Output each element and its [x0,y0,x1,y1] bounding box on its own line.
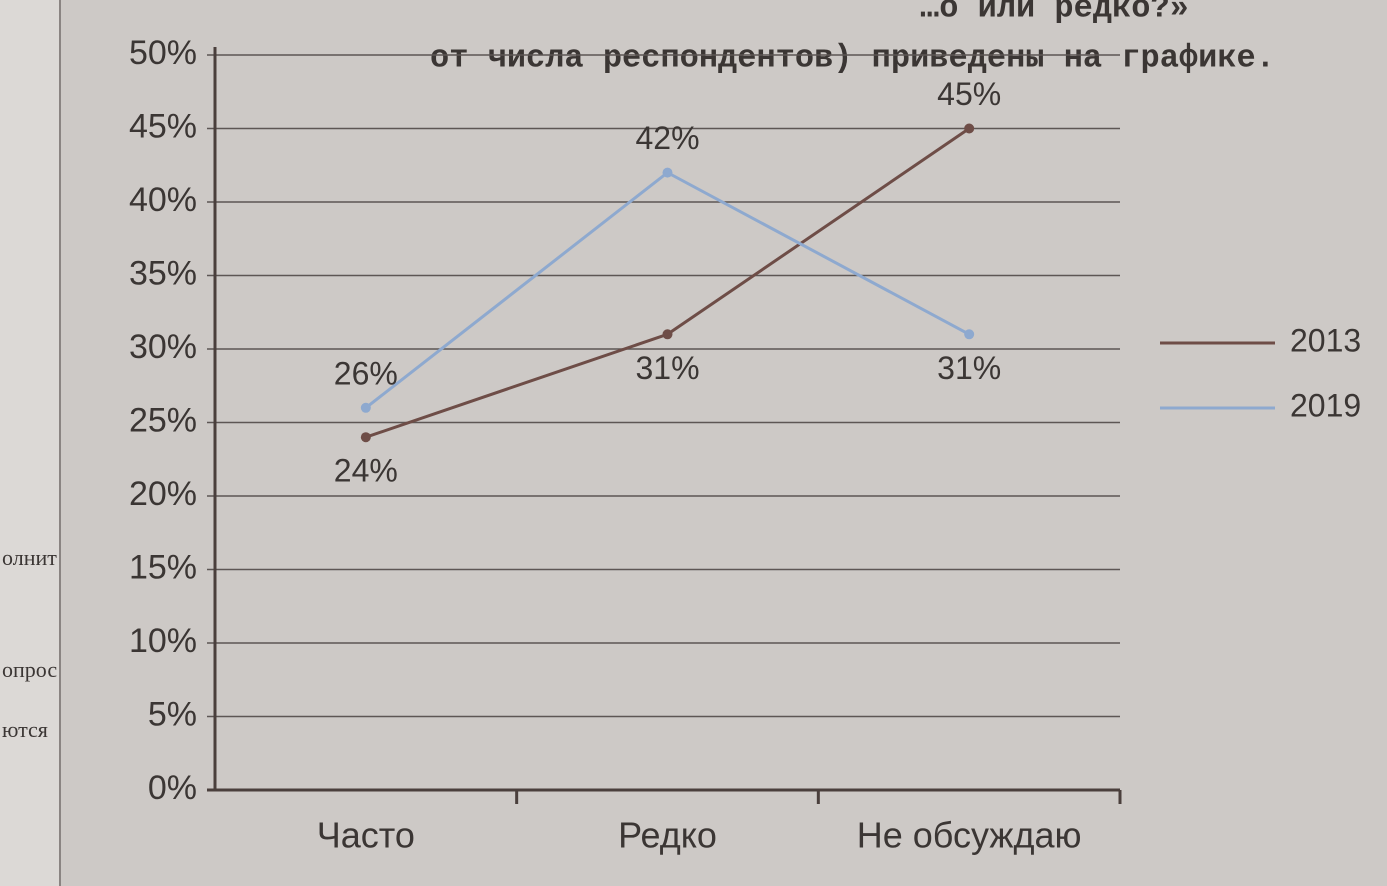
data-point [360,402,371,413]
facing-page [0,0,60,886]
value-label: 24% [334,453,398,489]
y-tick-label: 45% [129,107,197,145]
y-tick-label: 35% [129,254,197,292]
data-point [662,167,673,178]
y-tick-label: 25% [129,401,197,439]
y-tick-label: 30% [129,328,197,366]
value-label: 26% [334,355,398,391]
x-tick-label: Не обсуждаю [857,815,1082,856]
data-point [662,329,673,340]
y-tick-label: 20% [129,475,197,513]
x-tick-label: Часто [317,815,415,856]
caption-line: от числа респондентов) приведены на граф… [430,39,1275,76]
legend-label: 2013 [1290,322,1361,358]
data-point [964,329,975,340]
margin-note: опрос [2,657,57,682]
margin-note: ются [2,717,48,742]
value-label: 45% [937,76,1001,112]
margin-note: олнит [2,545,57,570]
y-tick-label: 50% [129,34,197,72]
caption-line: …о или редко?» [920,0,1189,26]
value-label: 42% [635,120,699,156]
value-label: 31% [937,350,1001,386]
data-point [360,432,371,443]
legend-label: 2019 [1290,387,1361,423]
data-point [964,123,975,134]
y-tick-label: 0% [148,769,197,807]
x-tick-label: Редко [618,815,717,856]
y-tick-label: 15% [129,548,197,586]
y-tick-label: 5% [148,695,197,733]
y-tick-label: 40% [129,181,197,219]
value-label: 31% [635,350,699,386]
y-tick-label: 10% [129,622,197,660]
